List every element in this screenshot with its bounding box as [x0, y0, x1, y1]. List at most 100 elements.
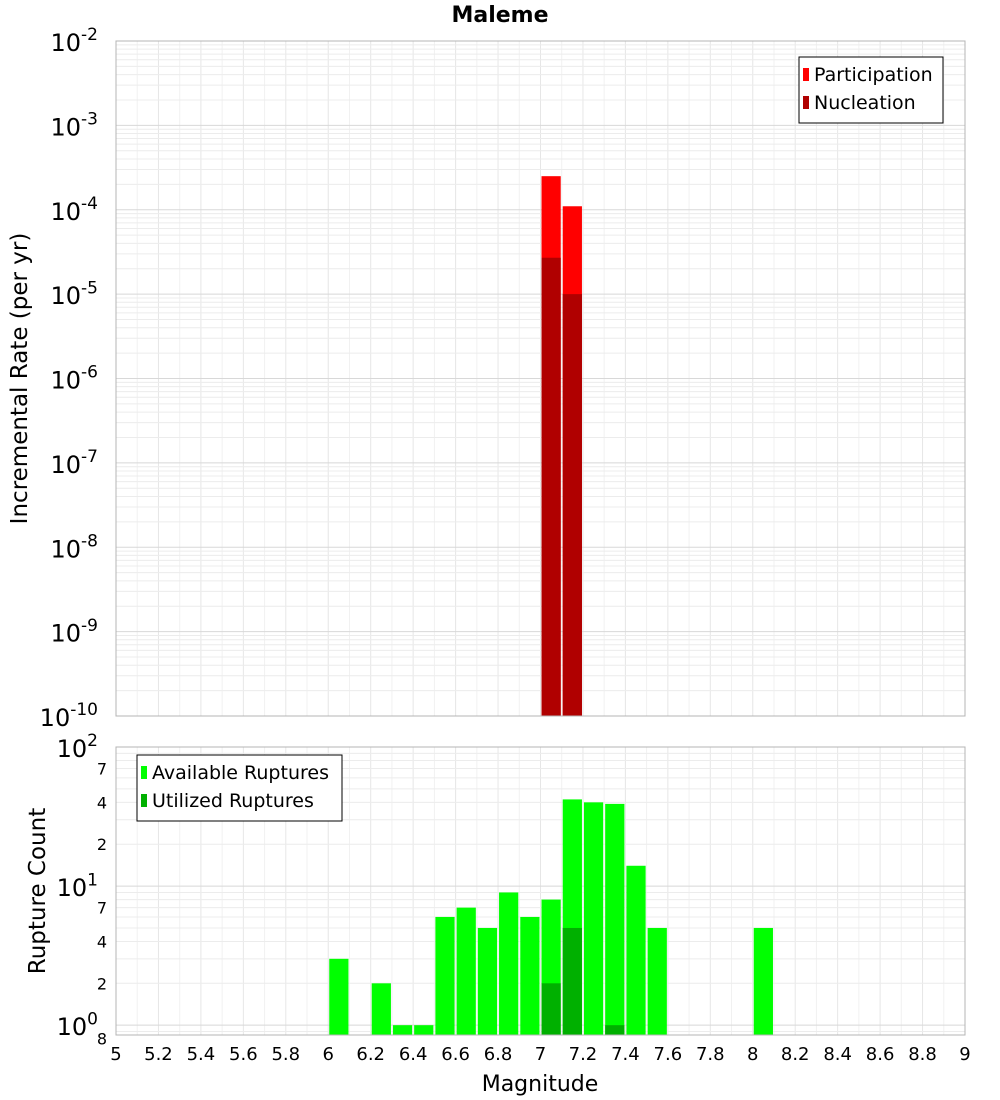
- y-tick-label-top-exponent: -6: [81, 363, 98, 383]
- y-tick-label-bottom: 102: [57, 731, 98, 763]
- x-tick-label: 5.6: [229, 1044, 258, 1065]
- y-tick-label-top: 10-6: [51, 363, 99, 395]
- bar-available-ruptures: [392, 1025, 413, 1035]
- y-tick-label-top-exponent: -3: [81, 110, 98, 130]
- y-axis-label-bottom: Rupture Count: [25, 808, 51, 974]
- y-tick-label-top: 10-5: [51, 278, 99, 310]
- y-tick-label-top-base: 10: [51, 620, 82, 648]
- y-tick-label-top: 10-10: [40, 700, 98, 732]
- top-plot-border: [115, 40, 966, 717]
- y-tick-label-top: 10-3: [51, 110, 99, 142]
- y-tick-label-top-base: 10: [51, 198, 82, 226]
- y-tick-label-top-exponent: -9: [81, 616, 98, 636]
- legend: Available Ruptures Utilized Ruptures: [136, 754, 343, 822]
- bar-available-ruptures: [435, 916, 455, 1035]
- y-tick-label-top: 10-8: [51, 531, 99, 563]
- x-tick-label: 5: [110, 1044, 121, 1065]
- y-tick-label-bottom: 7: [97, 899, 107, 918]
- legend-box: [136, 754, 343, 822]
- x-tick-label: 5.4: [187, 1044, 216, 1065]
- y-tick-label-bottom: 101: [57, 870, 98, 902]
- bar-utilized-ruptures: [541, 983, 561, 1035]
- y-tick-label-bottom: 4: [97, 932, 107, 951]
- x-tick-label: 7.2: [569, 1044, 598, 1065]
- bar-utilized-ruptures: [605, 1025, 625, 1035]
- x-tick-label: 7.6: [654, 1044, 683, 1065]
- y-tick-label-top-base: 10: [51, 29, 82, 57]
- y-tick-label-top: 10-4: [51, 194, 99, 226]
- x-tick-label: 8: [747, 1044, 758, 1065]
- y-tick-label-top-exponent: -5: [81, 278, 98, 298]
- y-tick-label-top: 10-7: [51, 447, 99, 479]
- x-tick-label: 7.4: [611, 1044, 640, 1065]
- x-tick-label: 6.4: [399, 1044, 428, 1065]
- y-tick-label-top-exponent: -7: [81, 447, 98, 467]
- legend-label: Available Ruptures: [152, 762, 329, 784]
- bar-available-ruptures: [329, 958, 349, 1035]
- bar-available-ruptures: [520, 916, 540, 1035]
- y-tick-label-bottom: 2: [97, 835, 107, 854]
- legend-swatch: [141, 794, 147, 807]
- x-tick-label: 6.6: [441, 1044, 470, 1065]
- legend: Participation Nucleation: [798, 56, 944, 124]
- y-tick-label-bottom: 2: [97, 974, 107, 993]
- x-tick-label: 5.8: [271, 1044, 300, 1065]
- y-tick-label-top-exponent: -4: [81, 194, 98, 214]
- y-tick-label-bottom-exponent: 1: [87, 870, 98, 890]
- y-tick-label-top-base: 10: [51, 113, 82, 141]
- x-tick-label: 6.8: [484, 1044, 513, 1065]
- x-tick-label: 8.8: [908, 1044, 937, 1065]
- bar-utilized-ruptures: [562, 927, 582, 1035]
- x-tick-label: 9: [959, 1044, 970, 1065]
- y-tick-label-bottom-base: 10: [57, 735, 88, 763]
- y-tick-label-bottom: 7: [97, 760, 107, 779]
- bar-available-ruptures: [647, 927, 667, 1035]
- bar-available-ruptures: [753, 927, 773, 1035]
- bar-available-ruptures: [414, 1025, 434, 1035]
- bar-available-ruptures: [626, 865, 646, 1035]
- legend-label: Participation: [814, 64, 933, 86]
- x-axis-label: Magnitude: [482, 1072, 599, 1097]
- y-axis-label-top: Incremental Rate (per yr): [7, 233, 33, 525]
- y-tick-label-bottom-exponent: 0: [87, 1009, 98, 1029]
- y-tick-label-top: 10-9: [51, 616, 99, 648]
- x-tick-label: 8.2: [781, 1044, 810, 1065]
- y-tick-label-top-base: 10: [40, 704, 71, 732]
- y-tick-label-bottom-base: 10: [57, 874, 88, 902]
- y-tick-label-bottom-base: 10: [57, 1013, 88, 1041]
- legend-swatch: [803, 96, 809, 109]
- bar-available-ruptures: [583, 802, 604, 1035]
- y-tick-label-top-base: 10: [51, 535, 82, 563]
- y-tick-label-top-base: 10: [51, 282, 82, 310]
- bar-available-ruptures: [605, 803, 625, 1035]
- y-tick-label-bottom: 4: [97, 793, 107, 812]
- x-tick-label: 7: [535, 1044, 546, 1065]
- y-tick-label-top: 10-2: [51, 25, 99, 57]
- chart-title: Maleme: [451, 3, 548, 28]
- bar-available-ruptures: [456, 907, 476, 1035]
- y-tick-label-bottom: 100: [57, 1009, 98, 1041]
- x-tick-label: 6.2: [356, 1044, 385, 1065]
- y-tick-label-bottom: 8: [97, 1030, 107, 1049]
- bar-available-ruptures: [499, 892, 519, 1035]
- legend-box: [798, 56, 944, 124]
- y-tick-label-top-exponent: -2: [81, 25, 98, 45]
- y-tick-label-top-exponent: -10: [70, 700, 98, 720]
- x-tick-label: 6: [323, 1044, 334, 1065]
- x-tick-label: 8.6: [866, 1044, 895, 1065]
- y-tick-label-top-base: 10: [51, 451, 82, 479]
- x-tick-label: 5.2: [144, 1044, 173, 1065]
- y-tick-label-bottom-exponent: 2: [87, 731, 98, 751]
- y-tick-label-top-base: 10: [51, 367, 82, 395]
- bar-nucleation: [541, 257, 561, 716]
- bar-available-ruptures: [477, 927, 498, 1035]
- legend-swatch: [141, 766, 147, 779]
- y-tick-label-top-exponent: -8: [81, 531, 98, 551]
- legend-label: Utilized Ruptures: [152, 790, 314, 812]
- x-tick-label: 8.4: [823, 1044, 852, 1065]
- bar-nucleation: [562, 294, 582, 716]
- bottom-plot-border: [115, 746, 966, 1036]
- bar-available-ruptures: [371, 983, 391, 1035]
- x-tick-label: 7.8: [696, 1044, 725, 1065]
